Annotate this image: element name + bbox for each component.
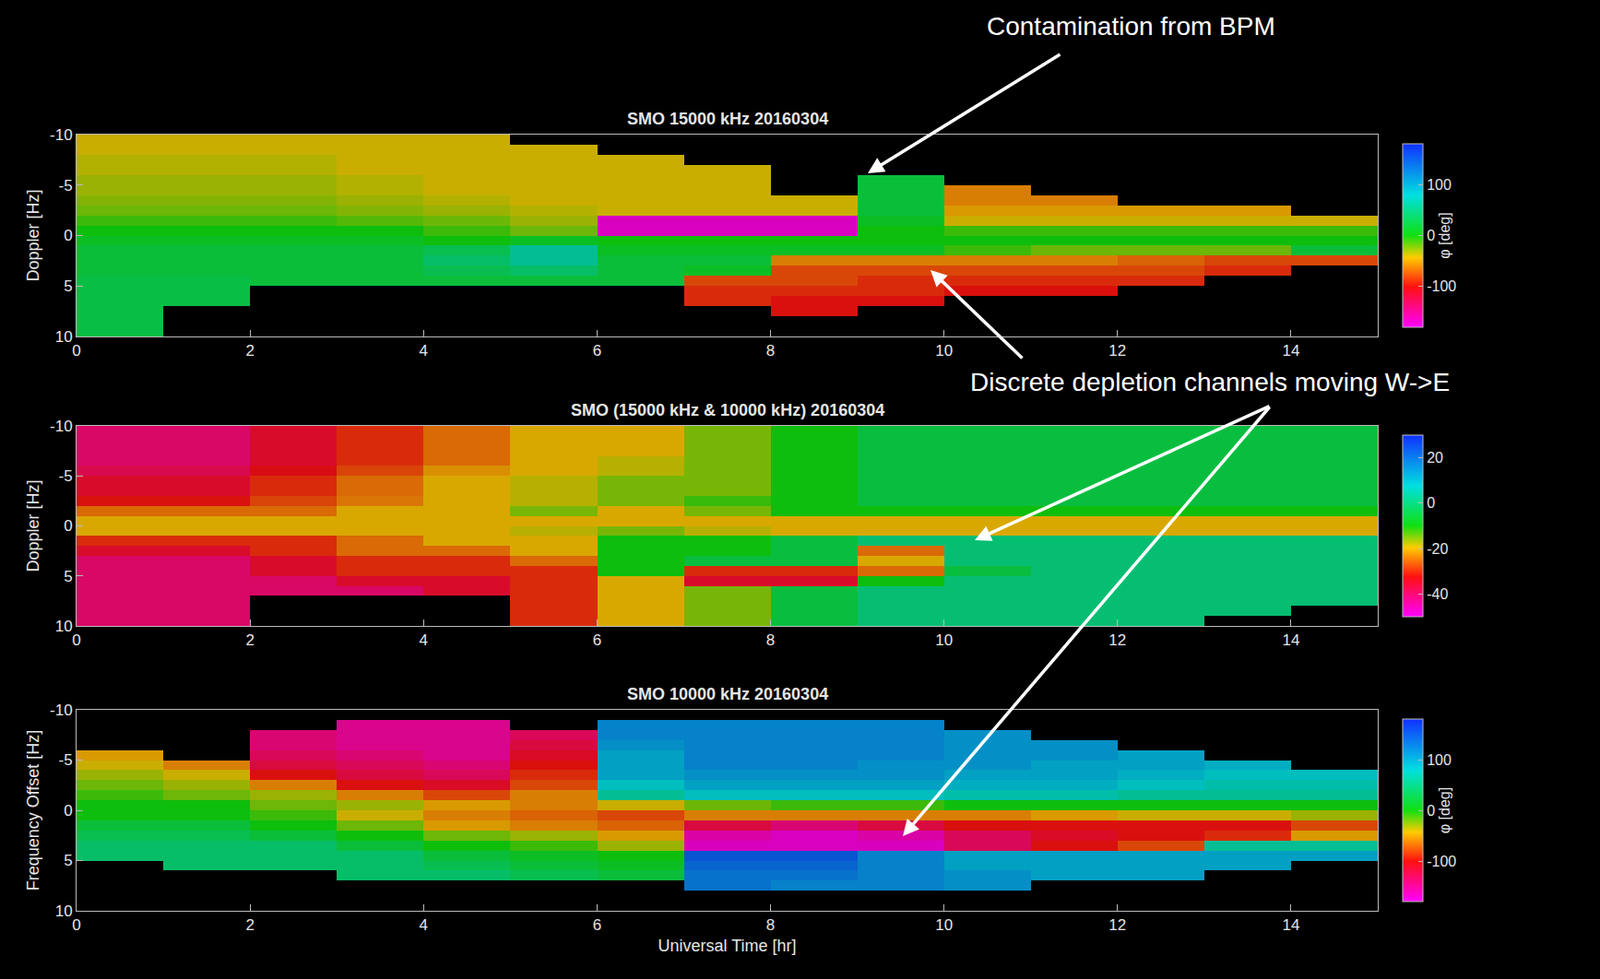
svg-text:2: 2 [245, 916, 254, 935]
svg-text:Contamination from BPM: Contamination from BPM [986, 11, 1276, 41]
svg-text:12: 12 [1108, 342, 1126, 360]
svg-text:0: 0 [1426, 803, 1435, 819]
svg-text:100: 100 [1426, 177, 1452, 193]
svg-text:6: 6 [592, 342, 602, 360]
svg-text:-20: -20 [1426, 541, 1448, 558]
svg-text:SMO 10000 kHz 20160304: SMO 10000 kHz 20160304 [627, 685, 829, 704]
svg-text:SMO (15000 kHz & 10000 kHz) 20: SMO (15000 kHz & 10000 kHz) 20160304 [570, 401, 885, 420]
svg-text:8: 8 [766, 631, 775, 650]
svg-text:5: 5 [63, 277, 72, 296]
svg-text:8: 8 [766, 916, 775, 935]
svg-text:4: 4 [419, 342, 428, 360]
svg-text:-10: -10 [49, 126, 73, 144]
svg-text:-5: -5 [58, 751, 72, 770]
svg-text:0: 0 [71, 342, 81, 360]
svg-text:0: 0 [63, 226, 72, 245]
svg-text:0: 0 [71, 631, 81, 650]
svg-text:Doppler [Hz]: Doppler [Hz] [23, 479, 43, 572]
svg-text:10: 10 [55, 617, 73, 636]
svg-text:-5: -5 [58, 177, 72, 195]
svg-text:14: 14 [1281, 342, 1300, 360]
svg-text:-5: -5 [58, 467, 72, 486]
svg-text:φ [deg]: φ [deg] [1436, 787, 1453, 834]
svg-text:10: 10 [55, 328, 73, 346]
svg-text:-10: -10 [49, 417, 73, 436]
svg-text:φ [deg]: φ [deg] [1436, 212, 1453, 259]
svg-text:0: 0 [63, 802, 72, 820]
svg-text:100: 100 [1426, 752, 1452, 769]
svg-text:-10: -10 [49, 701, 73, 720]
svg-text:10: 10 [935, 916, 953, 935]
svg-text:10: 10 [935, 631, 953, 650]
svg-text:SMO 15000 kHz 20160304: SMO 15000 kHz 20160304 [627, 109, 829, 129]
svg-text:14: 14 [1281, 916, 1300, 935]
svg-text:Discrete depletion channels mo: Discrete depletion channels moving W->E [970, 367, 1450, 397]
svg-text:Doppler [Hz]: Doppler [Hz] [23, 189, 43, 282]
svg-text:2: 2 [245, 342, 254, 360]
svg-text:10: 10 [935, 342, 953, 360]
svg-text:12: 12 [1108, 916, 1126, 935]
svg-text:2: 2 [245, 631, 254, 650]
svg-text:20: 20 [1426, 450, 1444, 466]
svg-text:6: 6 [592, 916, 602, 935]
svg-text:-100: -100 [1426, 278, 1457, 295]
svg-text:0: 0 [1426, 227, 1435, 244]
svg-text:Frequency Offset [Hz]: Frequency Offset [Hz] [23, 730, 43, 892]
svg-text:Universal Time [hr]: Universal Time [hr] [657, 936, 796, 956]
svg-text:12: 12 [1108, 631, 1126, 650]
svg-text:14: 14 [1281, 631, 1300, 650]
svg-text:4: 4 [419, 631, 428, 650]
svg-text:0: 0 [1426, 495, 1435, 511]
svg-text:4: 4 [419, 916, 428, 935]
svg-text:10: 10 [55, 902, 73, 921]
svg-text:0: 0 [71, 916, 81, 935]
svg-text:5: 5 [63, 852, 72, 870]
svg-text:0: 0 [63, 517, 72, 535]
svg-text:-100: -100 [1426, 853, 1457, 870]
svg-text:8: 8 [766, 342, 775, 360]
svg-text:5: 5 [63, 568, 72, 586]
svg-text:6: 6 [592, 631, 602, 650]
svg-text:-40: -40 [1426, 586, 1448, 603]
